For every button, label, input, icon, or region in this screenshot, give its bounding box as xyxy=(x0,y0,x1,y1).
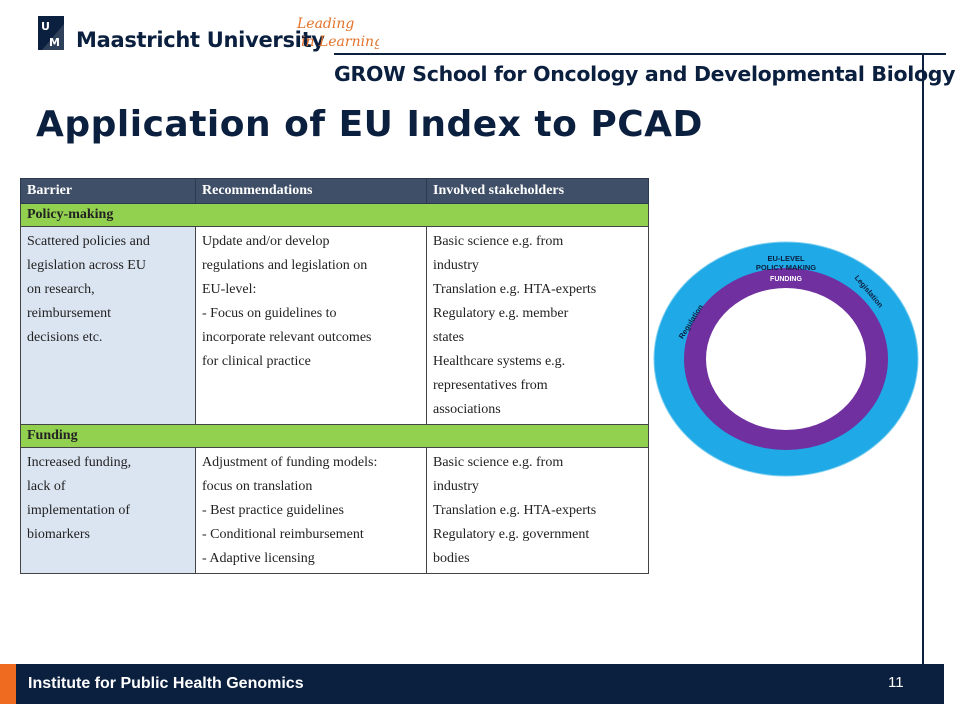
header-rule xyxy=(334,53,946,55)
cell-line: industry xyxy=(433,479,479,494)
section-label: Funding xyxy=(20,424,649,448)
cell-line: Translation e.g. HTA-experts xyxy=(433,503,597,518)
recommendations-cell: Adjustment of funding models: focus on t… xyxy=(195,447,427,574)
eu-level-line2: POLICY MAKING xyxy=(756,263,816,272)
section-row-funding: Funding xyxy=(20,424,649,448)
table-row: Increased funding, lack of implementatio… xyxy=(20,447,649,574)
tagline-line2: in Learning! xyxy=(301,34,379,50)
page-number: 11 xyxy=(888,674,904,691)
header-barrier: Barrier xyxy=(20,178,196,204)
cell-line: bodies xyxy=(433,551,470,566)
cell-line: states xyxy=(433,330,465,345)
footer-accent xyxy=(0,664,16,704)
cell-line: Basic science e.g. from xyxy=(433,234,564,249)
cell-line: incorporate relevant outcomes xyxy=(202,330,372,345)
cell-line: - Adaptive licensing xyxy=(202,551,315,566)
cell-line: Regulatory e.g. member xyxy=(433,306,569,321)
right-rule xyxy=(922,54,924,704)
barrier-table: Barrier Recommendations Involved stakeho… xyxy=(20,178,649,574)
cell-line: focus on translation xyxy=(202,479,313,494)
cell-line: Adjustment of funding models: xyxy=(202,455,378,470)
cell-line: legislation across EU xyxy=(27,258,146,273)
table-row: Scattered policies and legislation acros… xyxy=(20,226,649,425)
policy-ring-diagram: EU-LEVEL POLICY MAKING Regulation Legisl… xyxy=(653,241,919,477)
header-stakeholders: Involved stakeholders xyxy=(426,178,649,204)
slide-title: Application of EU Index to PCAD xyxy=(36,104,703,145)
cell-line: biomarkers xyxy=(27,527,90,542)
cell-line: Update and/or develop xyxy=(202,234,330,249)
cell-line: Basic science e.g. from xyxy=(433,455,564,470)
stakeholders-cell: Basic science e.g. from industry Transla… xyxy=(426,226,649,425)
footer-bar xyxy=(0,664,944,704)
university-logo: U M Maastricht University Leading in Lea… xyxy=(38,14,379,54)
cell-line: decisions etc. xyxy=(27,330,103,345)
svg-text:U: U xyxy=(41,20,50,33)
cell-line: Regulatory e.g. government xyxy=(433,527,590,542)
svg-text:M: M xyxy=(49,36,60,49)
eu-level-line1: EU-LEVEL xyxy=(767,254,805,263)
institute-name: Institute for Public Health Genomics xyxy=(28,675,304,692)
um-logo-mark-icon: U M xyxy=(38,16,64,50)
section-row-policy: Policy-making xyxy=(20,203,649,227)
recommendations-cell: Update and/or develop regulations and le… xyxy=(195,226,427,425)
cell-line: representatives from xyxy=(433,378,548,393)
school-name: GROW School for Oncology and Development… xyxy=(334,62,956,86)
cell-line: associations xyxy=(433,402,501,417)
tagline-line1: Leading xyxy=(296,16,354,32)
cell-line: Scattered policies and xyxy=(27,234,150,249)
cell-line: reimbursement xyxy=(27,306,111,321)
tagline-graphic: Leading in Learning! xyxy=(296,16,379,50)
university-name: Maastricht University xyxy=(76,28,325,52)
center-circle xyxy=(706,288,866,430)
barrier-cell: Scattered policies and legislation acros… xyxy=(20,226,196,425)
cell-line: EU-level: xyxy=(202,282,257,297)
section-label: Policy-making xyxy=(20,203,649,227)
funding-label: FUNDING xyxy=(770,276,802,283)
cell-line: regulations and legislation on xyxy=(202,258,368,273)
cell-line: industry xyxy=(433,258,479,273)
cell-line: Translation e.g. HTA-experts xyxy=(433,282,597,297)
stakeholders-cell: Basic science e.g. from industry Transla… xyxy=(426,447,649,574)
barrier-cell: Increased funding, lack of implementatio… xyxy=(20,447,196,574)
cell-line: - Focus on guidelines to xyxy=(202,306,337,321)
cell-line: for clinical practice xyxy=(202,354,311,369)
header-recommendations: Recommendations xyxy=(195,178,427,204)
cell-line: - Conditional reimbursement xyxy=(202,527,364,542)
cell-line: Healthcare systems e.g. xyxy=(433,354,566,369)
cell-line: - Best practice guidelines xyxy=(202,503,344,518)
cell-line: lack of xyxy=(27,479,66,494)
cell-line: Increased funding, xyxy=(27,455,132,470)
cell-line: on research, xyxy=(27,282,95,297)
table-header-row: Barrier Recommendations Involved stakeho… xyxy=(20,178,649,204)
cell-line: implementation of xyxy=(27,503,131,518)
